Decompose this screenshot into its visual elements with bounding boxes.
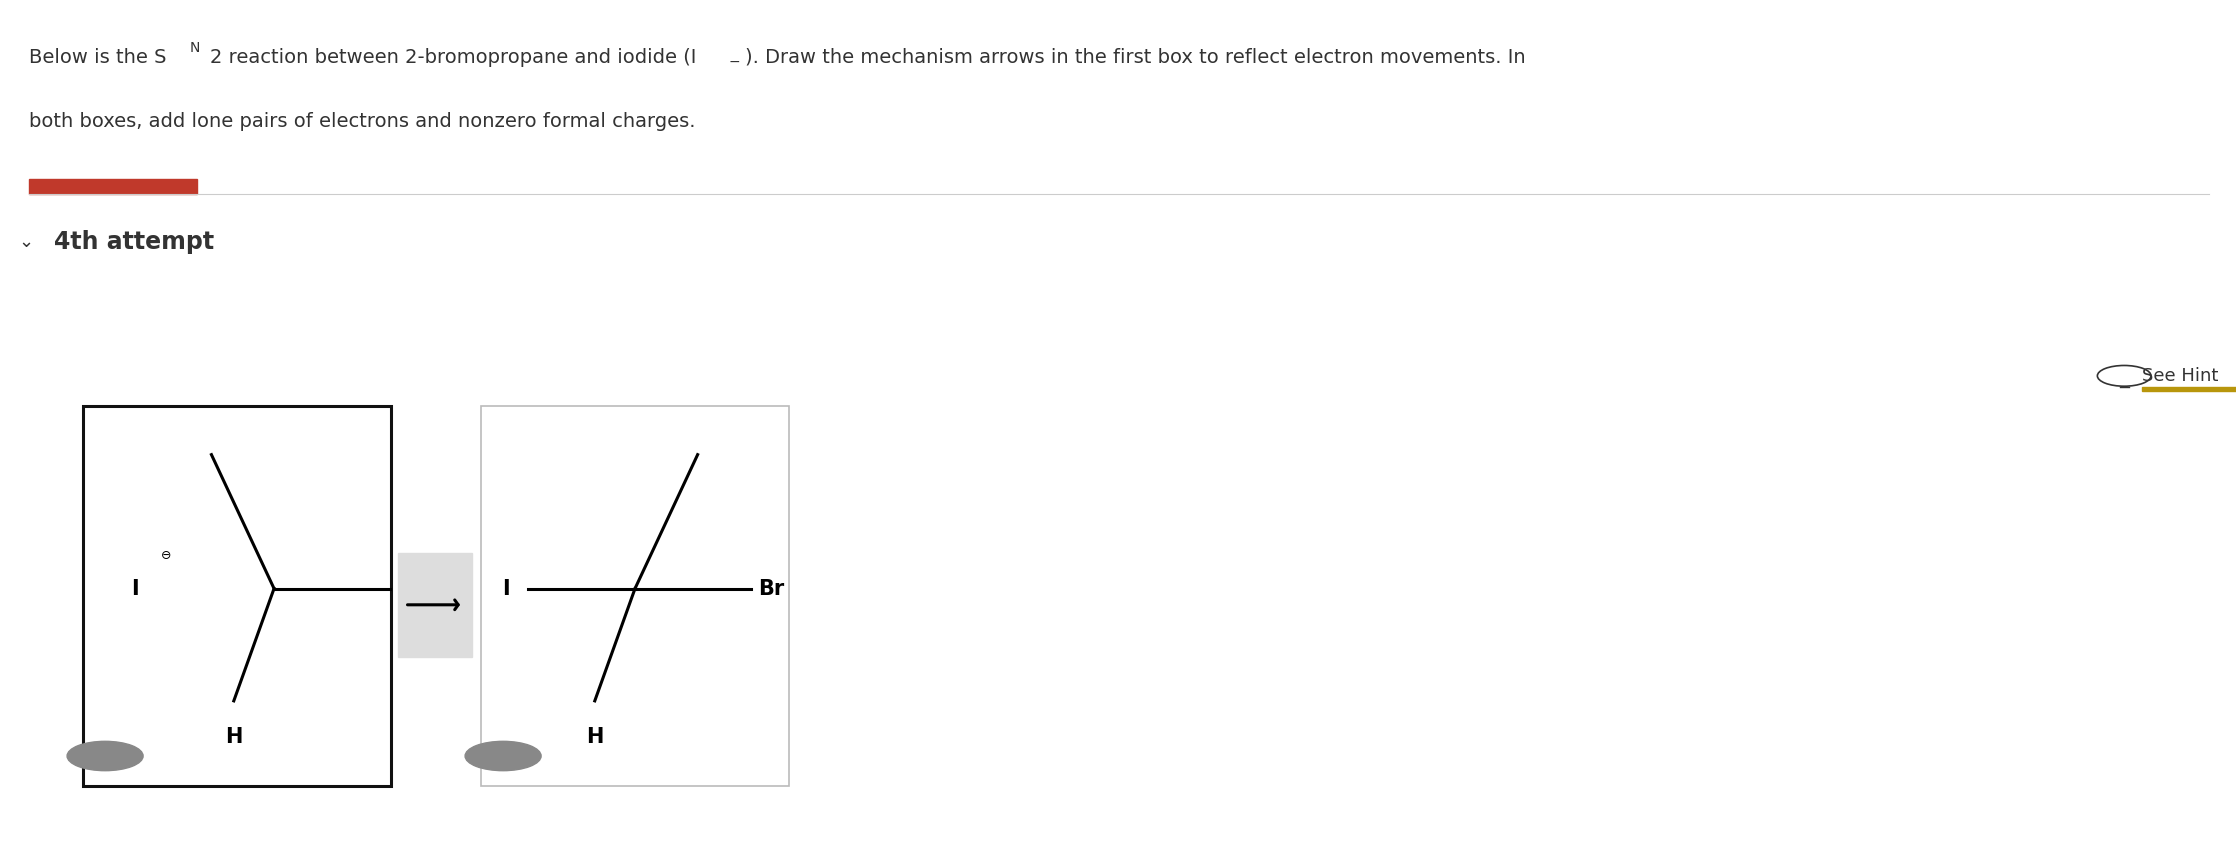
Circle shape [465, 741, 541, 771]
Text: ). Draw the mechanism arrows in the first box to reflect electron movements. In: ). Draw the mechanism arrows in the firs… [745, 48, 1525, 67]
Bar [83, 406, 391, 786]
Text: i: i [501, 749, 505, 763]
Text: H: H [586, 727, 604, 746]
Text: See Hint: See Hint [2142, 367, 2218, 384]
Text: H: H [226, 727, 241, 746]
Bar [398, 553, 472, 657]
Text: Br: Br [398, 579, 423, 599]
Text: −: − [729, 54, 740, 68]
Text: I: I [503, 579, 510, 599]
Text: Br: Br [758, 579, 785, 599]
Text: I: I [132, 579, 139, 599]
Text: i: i [103, 749, 107, 763]
Text: 4th attempt: 4th attempt [54, 230, 215, 254]
Text: Below is the S: Below is the S [29, 48, 165, 67]
Circle shape [67, 741, 143, 771]
Bar [2142, 387, 2236, 391]
Bar [29, 179, 197, 194]
Text: 2 reaction between 2-bromopropane and iodide (I: 2 reaction between 2-bromopropane and io… [210, 48, 698, 67]
Text: ⊖: ⊖ [161, 550, 172, 562]
Text: both boxes, add lone pairs of electrons and nonzero formal charges.: both boxes, add lone pairs of electrons … [29, 112, 695, 131]
Text: ⌄: ⌄ [18, 233, 34, 251]
Bar [481, 406, 789, 786]
Text: N: N [190, 41, 201, 54]
